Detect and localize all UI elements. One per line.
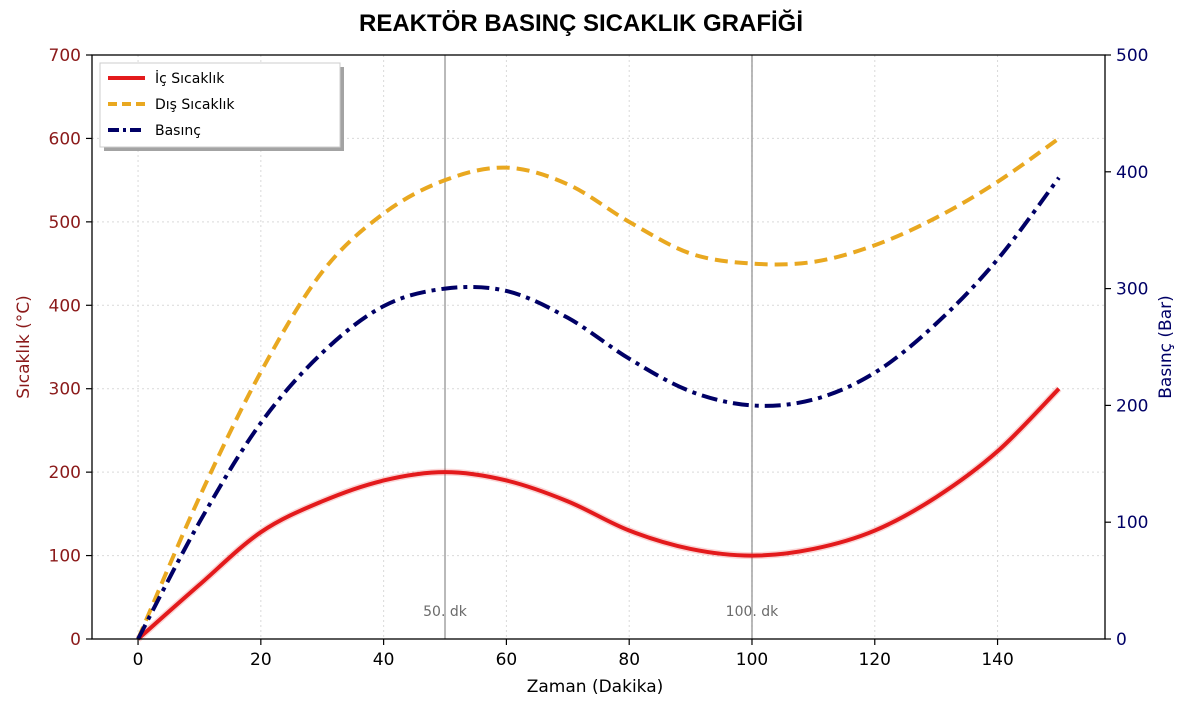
annotation-lines: 50. dk 100. dk: [423, 55, 779, 639]
series-lines: [135, 136, 1062, 642]
series-line: [136, 136, 1061, 640]
y-right-tick-label: 100: [1116, 513, 1148, 533]
x-tick-label: 120: [859, 650, 891, 670]
x-tick-label: 140: [981, 650, 1013, 670]
y-left-axis-ticks: 0 100 200 300 400 500 600 700: [49, 46, 92, 650]
y-right-tick-label: 500: [1116, 46, 1148, 66]
y-right-tick-label: 200: [1116, 396, 1148, 416]
legend: İç Sıcaklık Dış Sıcaklık Basınç: [99, 62, 344, 151]
annotation-label: 50. dk: [423, 604, 468, 620]
x-tick-label: 80: [618, 650, 640, 670]
y-left-tick-label: 100: [49, 547, 81, 567]
y-left-tick-label: 600: [49, 129, 81, 149]
annotation-label: 100. dk: [726, 604, 780, 620]
x-tick-label: 20: [250, 650, 272, 670]
y-right-tick-label: 0: [1116, 630, 1127, 650]
y-left-tick-label: 700: [49, 46, 81, 66]
x-tick-label: 60: [496, 650, 518, 670]
x-axis-ticks: 0 20 40 60 80 100 120 140: [133, 639, 1014, 670]
y-right-tick-label: 300: [1116, 280, 1148, 300]
legend-label: Basınç: [155, 123, 201, 139]
y-left-tick-label: 200: [49, 463, 81, 483]
x-tick-label: 100: [736, 650, 768, 670]
plot-frame: [91, 54, 1106, 640]
x-tick-label: 0: [133, 650, 144, 670]
y-right-axis-ticks: 0 100 200 300 400 500: [1105, 46, 1148, 650]
series-line: [136, 176, 1061, 640]
chart-title: REAKTÖR BASINÇ SICAKLIK GRAFİĞİ: [359, 9, 803, 37]
x-axis-label: Zaman (Dakika): [527, 677, 664, 697]
legend-label: Dış Sıcaklık: [155, 97, 235, 113]
y-left-tick-label: 500: [49, 213, 81, 233]
y-left-tick-label: 0: [70, 630, 81, 650]
y-right-axis-label: Basınç (Bar): [1156, 295, 1176, 399]
y-left-tick-label: 300: [49, 380, 81, 400]
series-line: [136, 387, 1061, 641]
x-tick-label: 40: [373, 650, 395, 670]
y-right-tick-label: 400: [1116, 163, 1148, 183]
legend-label: İç Sıcaklık: [155, 69, 225, 87]
y-left-tick-label: 400: [49, 296, 81, 316]
y-left-axis-label: Sıcaklık (°C): [14, 295, 34, 398]
